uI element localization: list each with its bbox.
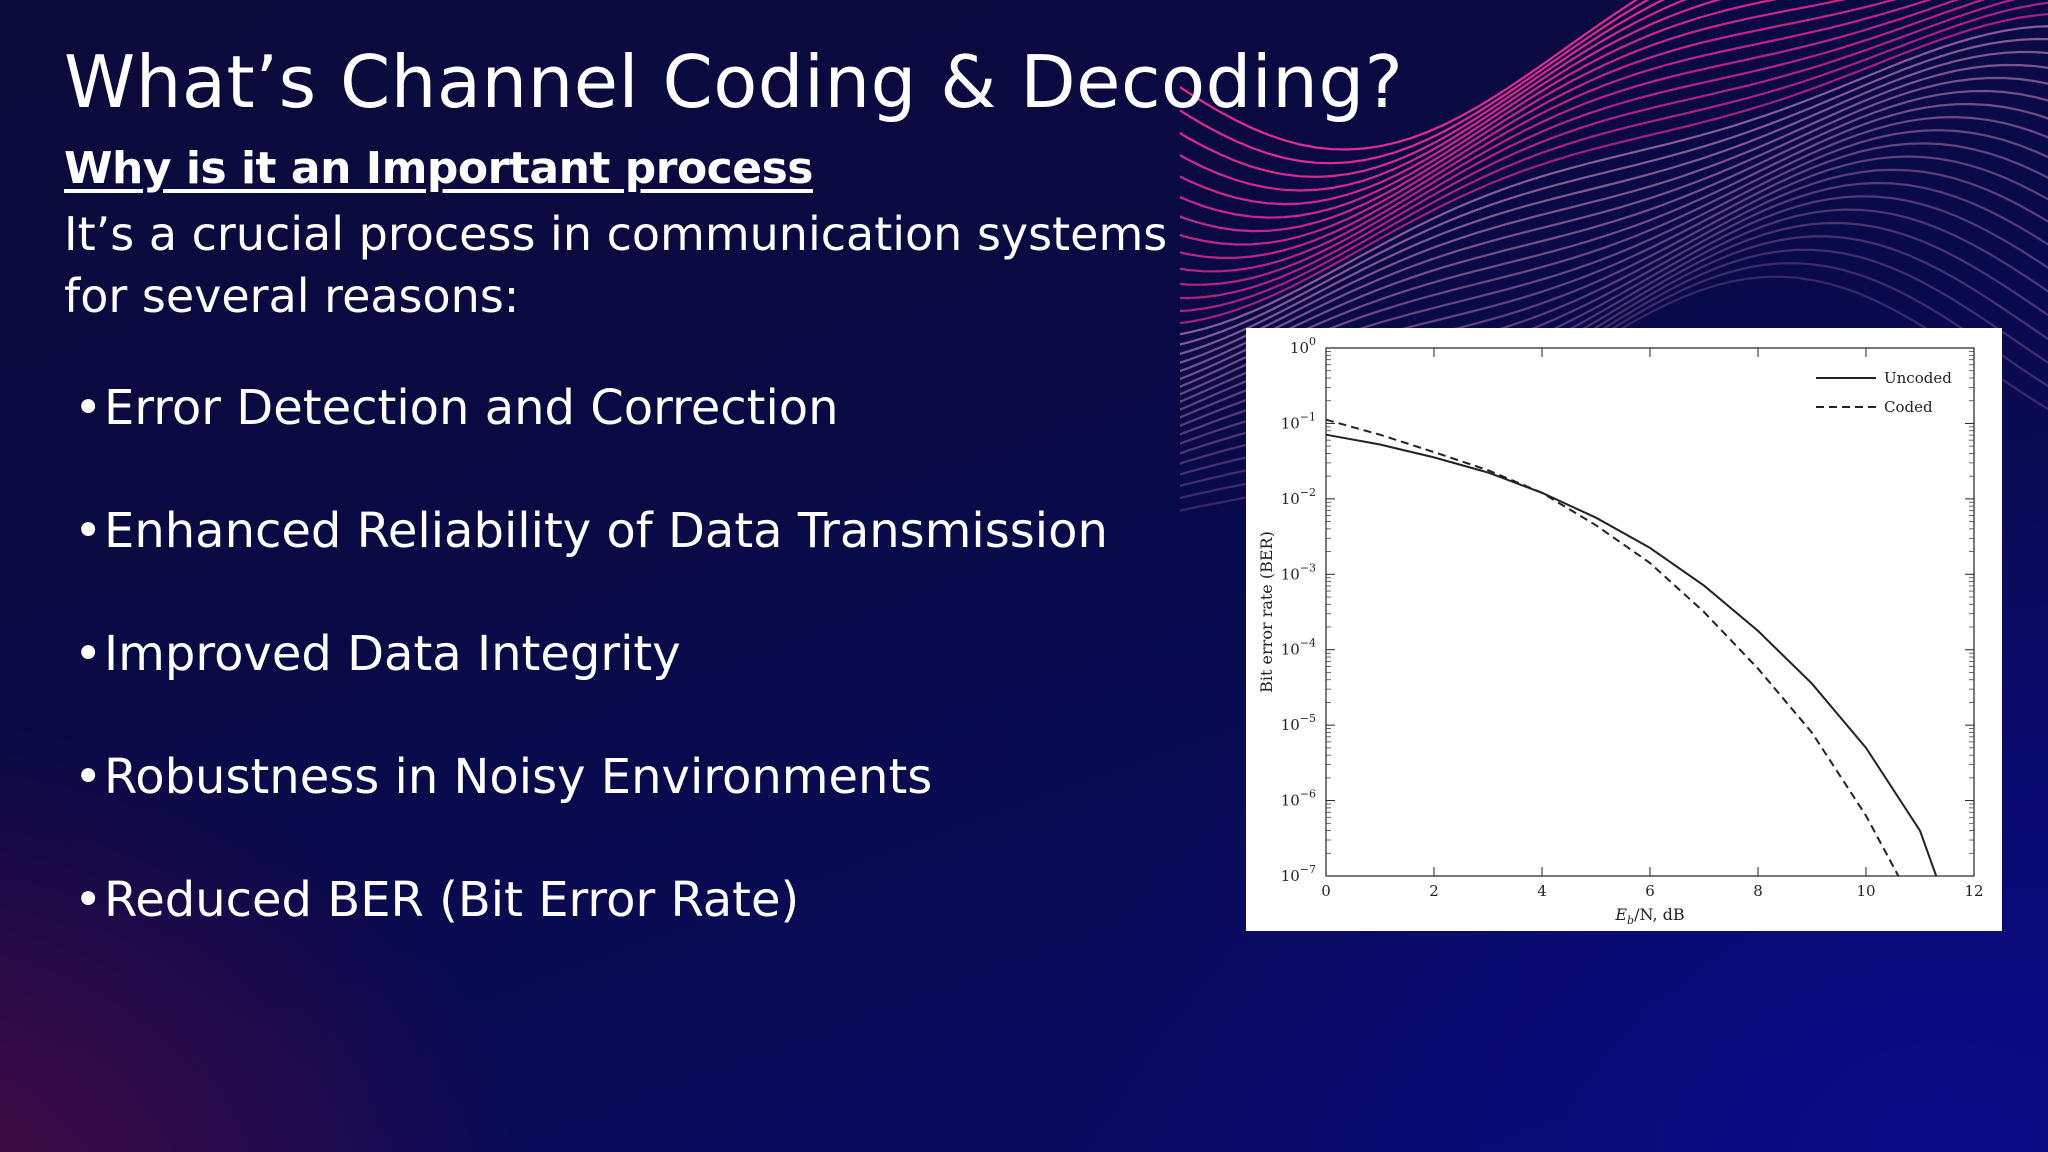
- y-tick-label: 10−3: [1281, 561, 1316, 583]
- bullet-dot: •: [74, 872, 103, 928]
- wave-line: [1180, 25, 2048, 336]
- x-axis-label: Eb/N, dB: [1614, 905, 1684, 927]
- wave-line: [1180, 0, 1932, 260]
- x-tick-label: 0: [1321, 882, 1331, 900]
- wave-line: [1180, 0, 1639, 151]
- bullet-dot: •: [74, 380, 103, 436]
- bullet-item: •Robustness in Noisy Environments: [74, 749, 1108, 872]
- wave-line: [1180, 89, 2048, 381]
- wave-line: [1180, 76, 2048, 373]
- y-tick-label: 10−7: [1281, 863, 1316, 885]
- intro-text: It’s a crucial process in communication …: [64, 203, 1244, 327]
- bullet-item: •Reduced BER (Bit Error Rate): [74, 872, 1108, 995]
- bullet-item: •Improved Data Integrity: [74, 626, 1108, 749]
- y-tick-label: 10−5: [1281, 712, 1316, 734]
- wave-line: [1180, 0, 1897, 246]
- y-tick-label: 10−6: [1281, 788, 1316, 810]
- y-axis-label: Bit error rate (BER): [1257, 531, 1276, 693]
- plot-frame: [1325, 347, 1975, 877]
- y-tick-label: 10−4: [1281, 637, 1316, 659]
- wave-line: [1180, 1, 2048, 313]
- intro-line-2: for several reasons:: [64, 269, 520, 323]
- x-tick-label: 4: [1537, 882, 1547, 900]
- ber-chart: 100 10−1 10−2 10−3 10−4 10−5 10−6 10−7 0 2 4 6 8 10 12…: [1246, 328, 2002, 931]
- series-line-uncoded: [1325, 433, 1938, 877]
- y-tick-label: 100: [1290, 335, 1316, 357]
- slide-title: What’s Channel Coding & Decoding?: [64, 40, 1404, 124]
- bullet-item: •Error Detection and Correction: [74, 380, 1108, 503]
- bullet-dot: •: [74, 626, 103, 682]
- wave-line: [1180, 0, 1778, 219]
- wave-line: [1180, 50, 2048, 355]
- wave-line: [1180, 0, 1650, 165]
- y-tick-label: 10−1: [1281, 410, 1316, 432]
- reasons-list: •Error Detection and Correction •Enhance…: [74, 380, 1108, 995]
- wave-line: [1180, 0, 2016, 300]
- y-tick-label: 10−2: [1281, 486, 1316, 508]
- decorative-wave-graphic: [1180, 0, 2048, 512]
- bullet-text: Reduced BER (Bit Error Rate): [104, 872, 800, 928]
- x-tick-label: 12: [1964, 882, 1983, 900]
- x-tick-label: 2: [1429, 882, 1439, 900]
- wave-line: [1180, 0, 1722, 206]
- bullet-text: Enhanced Reliability of Data Transmissio…: [104, 503, 1108, 559]
- wave-line: [1180, 0, 1986, 286]
- intro-line-1: It’s a crucial process in communication …: [64, 207, 1168, 261]
- legend-label: Uncoded: [1884, 369, 1952, 387]
- wave-line: [1180, 0, 1960, 273]
- x-tick-label: 10: [1856, 882, 1875, 900]
- wave-line: [1180, 37, 2048, 346]
- x-tick-label: 8: [1753, 882, 1763, 900]
- ber-chart-svg: 100 10−1 10−2 10−3 10−4 10−5 10−6 10−7 0 2 4 6 8 10 12…: [1257, 335, 1984, 927]
- bullet-dot: •: [74, 503, 103, 559]
- wave-line: [1180, 0, 1847, 233]
- series-line-coded: [1325, 418, 1900, 877]
- wave-line: [1180, 63, 2048, 364]
- slide-subtitle: Why is it an Important process: [64, 143, 813, 194]
- bullet-text: Error Detection and Correction: [104, 380, 839, 436]
- bullet-item: •Enhanced Reliability of Data Transmissi…: [74, 503, 1108, 626]
- wave-line: [1180, 0, 1688, 192]
- wave-line: [1180, 12, 2048, 325]
- bullet-text: Robustness in Noisy Environments: [104, 749, 933, 805]
- bullet-text: Improved Data Integrity: [104, 626, 681, 682]
- legend-label: Coded: [1884, 398, 1933, 416]
- bullet-dot: •: [74, 749, 103, 805]
- x-tick-label: 6: [1645, 882, 1655, 900]
- wave-line: [1180, 0, 1666, 179]
